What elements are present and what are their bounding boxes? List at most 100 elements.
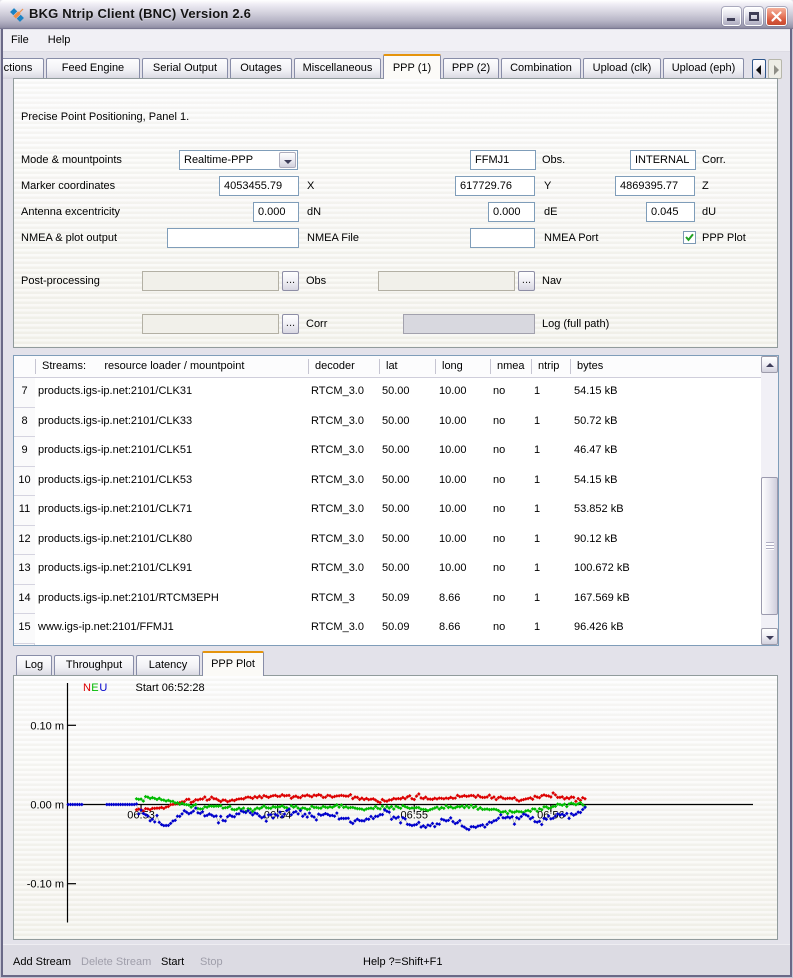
tab-latency[interactable]: Latency <box>136 655 200 676</box>
cell-bytes: 54.15 kB <box>574 385 618 397</box>
nmea-file-label: NMEA File <box>307 232 359 244</box>
cell-decoder: RTCM_3.0 <box>311 444 364 456</box>
marker-x-field[interactable] <box>219 176 299 196</box>
marker-z-field[interactable] <box>615 176 695 196</box>
add-stream-button[interactable]: Add Stream <box>13 956 72 968</box>
maximize-button[interactable] <box>744 7 763 26</box>
post-processing-label: Post-processing <box>21 275 100 287</box>
row-number: 8 <box>14 407 35 437</box>
post-corr-label: Corr <box>306 318 328 330</box>
tab-ppp-plot[interactable]: PPP Plot <box>202 651 264 676</box>
cell-nmea: no <box>493 473 506 486</box>
cell-mountpoint: www.igs-ip.net:2101/FFMJ1 <box>38 621 174 633</box>
header-decoder: decoder <box>315 360 355 372</box>
antenna-dn-field[interactable] <box>253 202 299 222</box>
delete-stream-button: Delete Stream <box>81 956 152 968</box>
stream-row[interactable]: products.igs-ip.net:2101/CLK53 RTCM_3.0 50… <box>36 467 761 497</box>
cell-lat: 50.00 <box>382 414 410 427</box>
tab-combination[interactable]: Combination <box>501 58 581 79</box>
tab-scroll-right-button[interactable] <box>768 59 782 79</box>
post-nav-field <box>378 271 515 291</box>
tab-scroll-left-button[interactable] <box>752 59 766 79</box>
close-button[interactable] <box>766 7 787 26</box>
post-corr-field <box>142 314 279 334</box>
antenna-du-label: dU <box>702 206 717 218</box>
tab-ppp-2-[interactable]: PPP (2) <box>443 58 499 79</box>
table-scrollbar[interactable] <box>761 356 778 645</box>
tab-log[interactable]: Log <box>16 655 52 676</box>
cell-nmea: no <box>493 503 506 515</box>
header-ntrip: ntrip <box>538 360 560 372</box>
stream-row[interactable]: products.igs-ip.net:2101/RTCM3EPH RTCM_3 5… <box>36 585 761 615</box>
cell-bytes: 46.47 kB <box>574 444 618 456</box>
cell-bytes: 54.15 kB <box>574 473 618 486</box>
output-tab-bar: Log Throughput Latency PPP Plot <box>3 648 790 676</box>
tab-upload-eph-[interactable]: Upload (eph) <box>663 58 744 79</box>
cell-mountpoint: products.igs-ip.net:2101/CLK71 <box>38 503 193 515</box>
cell-ntrip: 1 <box>534 621 541 633</box>
post-corr-browse-button[interactable]: ... <box>282 314 299 334</box>
streams-table-header: Streams: resource loader / mountpoint de… <box>14 356 761 378</box>
row-number: 15 <box>14 614 35 644</box>
nmea-file-field[interactable] <box>167 228 299 248</box>
cell-lat: 50.00 <box>382 444 410 456</box>
cell-ntrip: 1 <box>534 532 541 545</box>
svg-text:-0.10 m: -0.10 m <box>27 879 64 891</box>
corr-label: Corr. <box>702 154 726 166</box>
streams-table: Streams: resource loader / mountpoint de… <box>13 355 779 646</box>
combo-dropdown-button[interactable] <box>279 152 296 168</box>
title-bar[interactable]: BKG Ntrip Client (BNC) Version 2.6 <box>0 0 793 29</box>
ppp-plot-checkbox[interactable] <box>683 231 696 244</box>
tab-outages[interactable]: Outages <box>230 58 292 79</box>
scrollbar-down-button[interactable] <box>761 628 778 645</box>
stream-row[interactable]: products.igs-ip.net:2101/CLK71 RTCM_3.0 50… <box>36 496 761 526</box>
stream-row[interactable]: products.igs-ip.net:2101/CLK51 RTCM_3.0 50… <box>36 437 761 467</box>
cell-mountpoint: products.igs-ip.net:2101/CLK33 <box>38 414 193 427</box>
minimize-button[interactable] <box>722 7 741 26</box>
cell-bytes: 100.672 kB <box>574 562 630 574</box>
tab-ppp-1-[interactable]: PPP (1) <box>383 54 441 79</box>
mode-combobox[interactable]: Realtime-PPP <box>179 150 298 170</box>
stream-row[interactable]: products.igs-ip.net:2101/CLK91 RTCM_3.0 50… <box>36 555 761 585</box>
post-obs-browse-button[interactable]: ... <box>282 271 299 291</box>
tab-feed-engine[interactable]: Feed Engine <box>46 58 140 79</box>
tab-broadcast-corrections[interactable]: Broadcast Corrections <box>3 58 44 79</box>
row-number: 14 <box>14 584 35 614</box>
row-number: 7 <box>14 378 35 408</box>
cell-long: 8.66 <box>439 591 461 604</box>
svg-text:E: E <box>91 682 98 694</box>
stream-row[interactable]: products.igs-ip.net:2101/CLK31 RTCM_3.0 50… <box>36 378 761 408</box>
nmea-port-label: NMEA Port <box>544 232 599 244</box>
satellite-icon <box>10 8 24 22</box>
cell-ntrip: 1 <box>534 444 541 456</box>
antenna-du-field[interactable] <box>646 202 695 222</box>
cell-bytes: 53.852 kB <box>574 503 624 515</box>
tab-serial-output[interactable]: Serial Output <box>142 58 228 79</box>
stream-row[interactable]: www.igs-ip.net:2101/FFMJ1 RTCM_3.0 50.09 8.… <box>36 614 761 644</box>
cell-decoder: RTCM_3.0 <box>311 621 364 633</box>
stream-row[interactable]: products.igs-ip.net:2101/CLK80 RTCM_3.0 50… <box>36 526 761 556</box>
window-border <box>790 29 792 977</box>
menu-help[interactable]: Help <box>47 34 71 46</box>
tab-miscellaneous[interactable]: Miscellaneous <box>294 58 381 79</box>
cell-lat: 50.00 <box>382 562 410 574</box>
scrollbar-thumb[interactable] <box>761 477 778 615</box>
post-nav-browse-button[interactable]: ... <box>518 271 535 291</box>
scrollbar-up-button[interactable] <box>761 356 778 373</box>
cell-decoder: RTCM_3.0 <box>311 562 364 574</box>
obs-mountpoint-field[interactable] <box>470 150 536 170</box>
menu-file[interactable]: File <box>11 34 29 46</box>
antenna-de-field[interactable] <box>488 202 535 222</box>
nmea-port-field[interactable] <box>470 228 535 248</box>
status-bar: Add Stream Delete Stream Start Stop Help… <box>3 944 790 975</box>
start-button[interactable]: Start <box>161 956 185 968</box>
marker-y-field[interactable] <box>455 176 535 196</box>
window-border <box>0 29 1 978</box>
marker-x-label: X <box>307 180 315 192</box>
tab-upload-clk-[interactable]: Upload (clk) <box>583 58 661 79</box>
stream-row[interactable]: products.igs-ip.net:2101/CLK33 RTCM_3.0 50… <box>36 408 761 438</box>
window-border <box>1 29 3 977</box>
corr-mountpoint-field[interactable] <box>630 150 696 170</box>
tab-throughput[interactable]: Throughput <box>54 655 134 676</box>
